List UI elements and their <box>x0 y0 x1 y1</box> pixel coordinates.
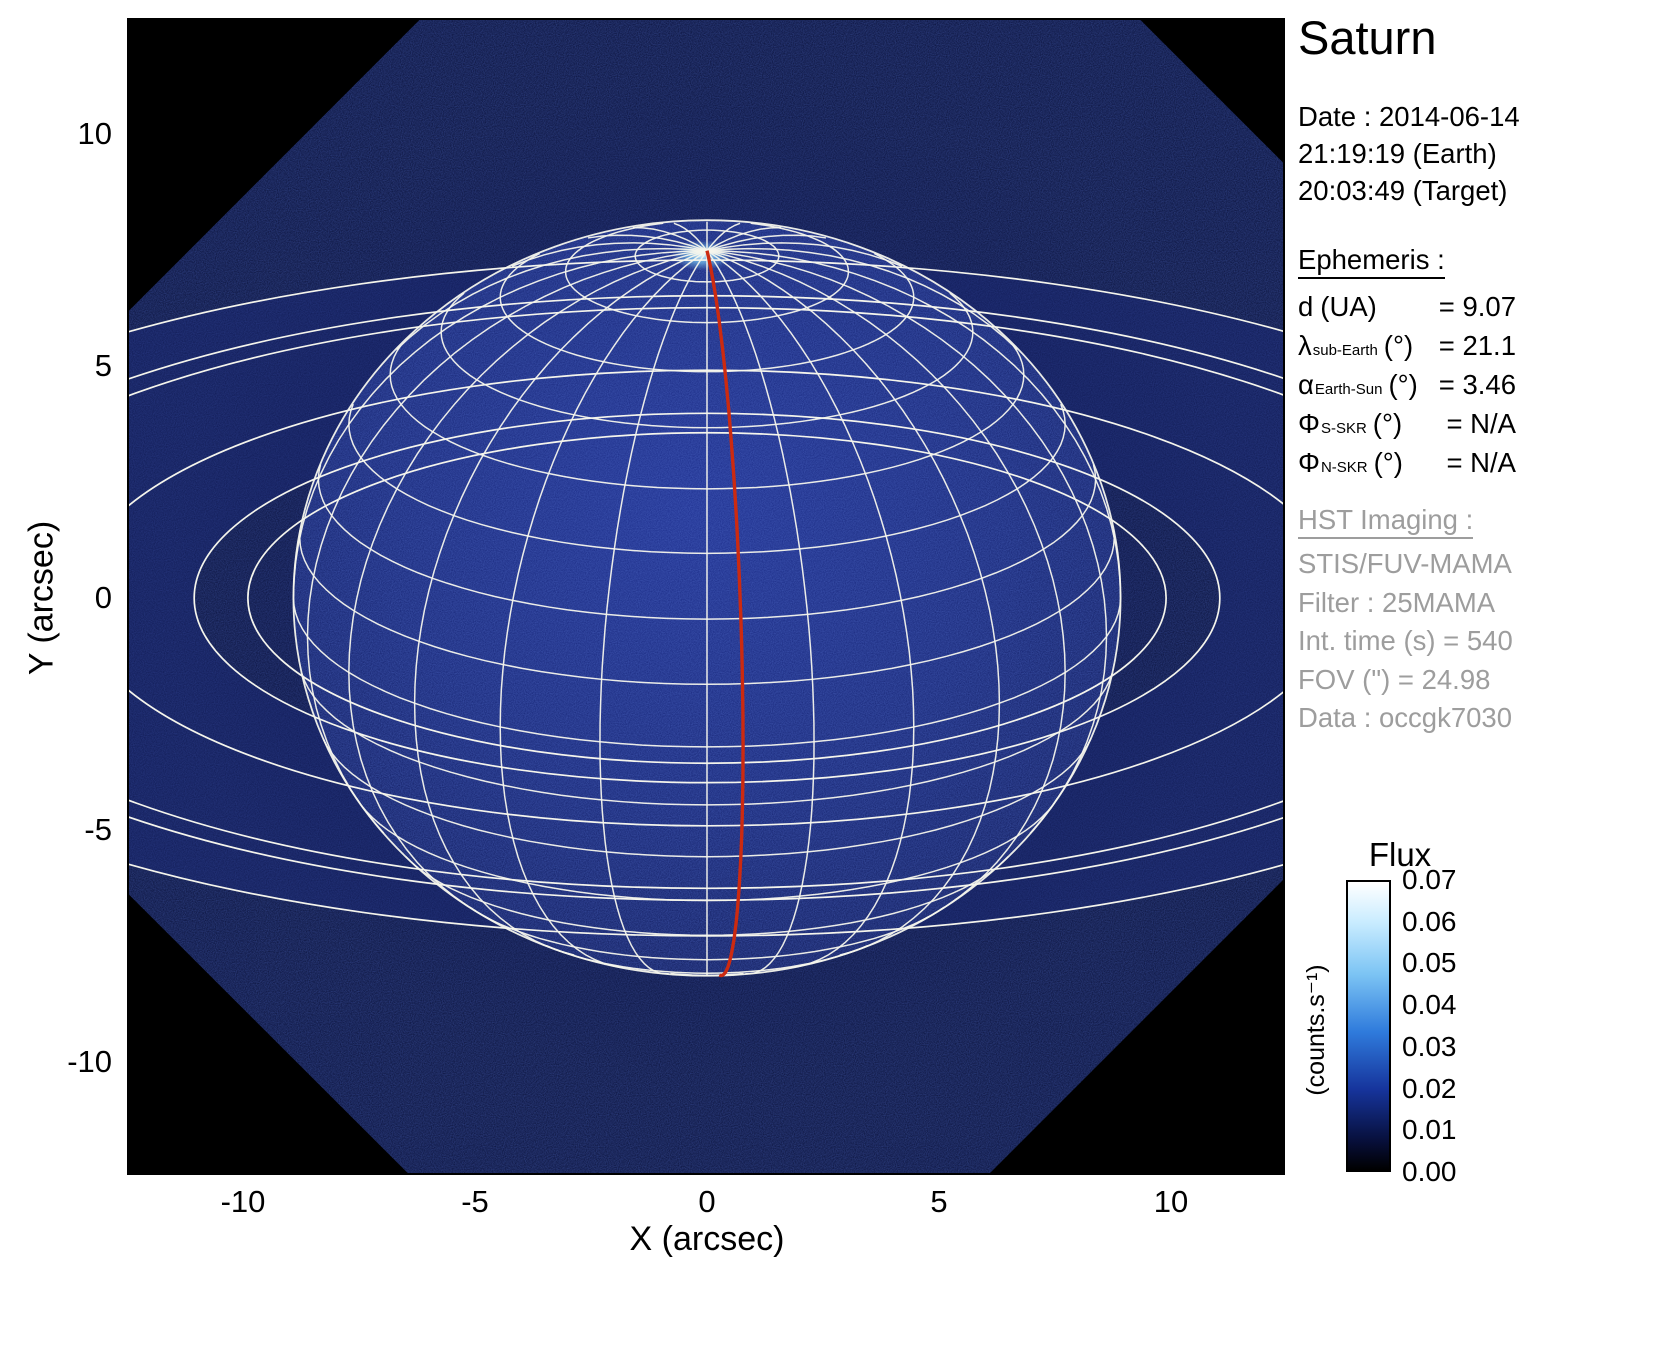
colorbar-tick-label: 0.07 <box>1402 864 1457 895</box>
colorbar-tick-label: 0.04 <box>1402 989 1457 1020</box>
ephemeris-row-s-skr-phase: Φ S-SKR (°) = N/A <box>1298 408 1516 439</box>
colorbar-tick-label: 0.05 <box>1402 947 1457 978</box>
int-time-line: Int. time (s) = 540 <box>1298 625 1513 656</box>
ephemeris-row-phase-angle: α Earth-Sun (°) = 3.46 <box>1298 369 1516 400</box>
ephemeris-rows: d (UA) = 9.07 λ sub-Earth (°) = 21.1 α Ear… <box>1298 291 1673 486</box>
ephemeris-row-sub-earth-lat: λ sub-Earth (°) = 21.1 <box>1298 330 1516 361</box>
y-tick-label: 5 <box>94 348 112 383</box>
observation-datetime: Date : 2014-06-14 21:19:19 (Earth) 20:03… <box>1298 98 1673 209</box>
colorbar-tick-label: 0.03 <box>1402 1031 1457 1062</box>
y-tick-label: 10 <box>77 116 112 151</box>
colorbar-tick-label: 0.01 <box>1402 1114 1457 1145</box>
fov-line: FOV (") = 24.98 <box>1298 663 1491 695</box>
y-tick-label: -5 <box>84 812 112 847</box>
target-time: 20:03:49 (Target) <box>1298 175 1508 206</box>
x-tick-label: 10 <box>1153 1184 1189 1219</box>
flux-colorbar <box>1346 880 1391 1172</box>
date-line: Date : 2014-06-14 <box>1298 101 1520 132</box>
colorbar-tick-label: 0.02 <box>1402 1073 1457 1104</box>
hst-imaging-section: HST Imaging : STIS/FUV-MAMA Filter : 25M… <box>1298 504 1673 738</box>
earth-time: 21:19:19 (Earth) <box>1298 138 1497 169</box>
page-title: Saturn <box>1298 11 1437 64</box>
ephemeris-row-n-skr-phase: Φ N-SKR (°) = N/A <box>1298 447 1516 478</box>
ephemeris-section: Ephemeris : d (UA) = 9.07 λ sub-Earth (°)… <box>1298 244 1673 486</box>
saturn-fuv-image <box>129 20 1283 1173</box>
ephemeris-heading: Ephemeris : <box>1298 244 1445 279</box>
central-meridian-line <box>705 250 745 978</box>
data-id-line: Data : occgk7030 <box>1298 702 1513 733</box>
y-axis-label: Y (arcsec) <box>22 520 61 676</box>
hst-imaging-heading: HST Imaging : <box>1298 504 1474 539</box>
colorbar-title: Flux <box>1368 836 1432 873</box>
x-tick-label: -10 <box>220 1184 266 1219</box>
y-tick-label: -10 <box>67 1044 112 1079</box>
colorbar-tick-label: 0.06 <box>1402 906 1457 937</box>
colorbar-unit-label: (counts.s⁻¹) <box>1302 964 1330 1096</box>
x-axis-label: X (arcsec) <box>629 1220 785 1258</box>
filter-line: Filter : 25MAMA <box>1298 586 1496 618</box>
x-tick-label: 0 <box>698 1184 716 1219</box>
ephemeris-row-distance: d (UA) = 9.07 <box>1298 291 1516 322</box>
colorbar-tick-label: 0.00 <box>1402 1156 1457 1187</box>
y-tick-label: 0 <box>94 580 112 615</box>
instrument-line: STIS/FUV-MAMA <box>1298 548 1512 579</box>
x-tick-label: 5 <box>930 1184 948 1219</box>
plot-area <box>127 18 1285 1175</box>
x-tick-label: -5 <box>461 1184 489 1219</box>
planet-grid-overlay <box>292 219 1122 977</box>
